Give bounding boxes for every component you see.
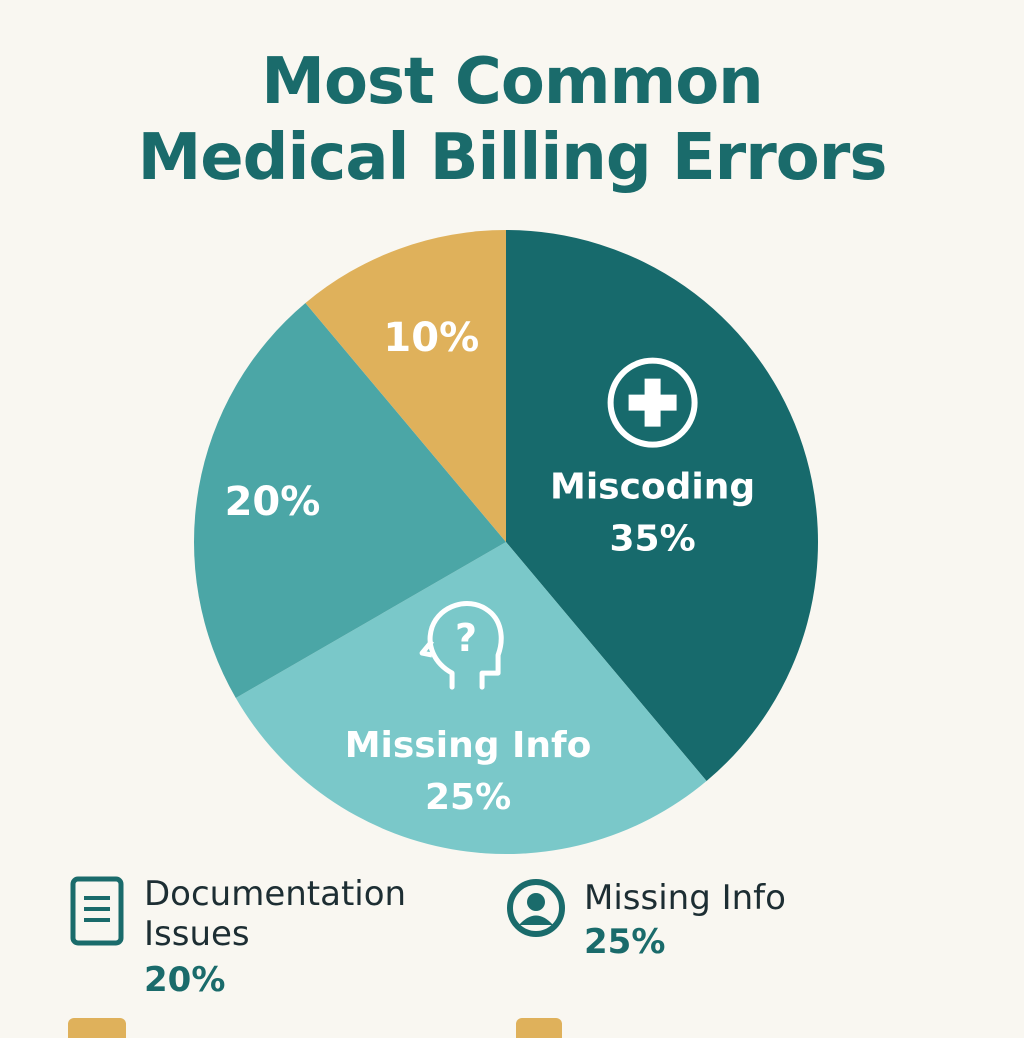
legend-item-missing-info: Missing Info 25% — [506, 876, 906, 976]
pie-slice-slice-3 — [305, 230, 506, 542]
slice-category-label: Miscoding — [550, 467, 755, 508]
legend-swatch — [68, 1018, 126, 1038]
legend-value: 20% — [144, 960, 226, 1000]
legend-item-documentation: Documentation Issues 20% — [70, 874, 470, 1006]
head-question-icon: ? — [419, 601, 504, 690]
chart-title: Most Common Medical Billing Errors — [0, 44, 1024, 196]
medical-cross-icon — [607, 357, 698, 448]
user-circle-icon — [507, 879, 565, 937]
legend-swatch — [516, 1018, 562, 1038]
slice-value-label: 10% — [383, 315, 479, 361]
legend-value: 25% — [584, 922, 666, 962]
legend-label-line-2: Issues — [144, 914, 250, 954]
legend-label-line-1: Documentation — [144, 874, 407, 914]
slice-value-label: 20% — [225, 479, 321, 525]
pie-slice-miscoding — [506, 230, 819, 782]
slice-value-label: 35% — [610, 519, 696, 560]
legend-label: Missing Info — [584, 878, 786, 918]
document-icon — [70, 876, 124, 946]
svg-text:?: ? — [455, 616, 477, 660]
pie-slice-missing-info — [235, 542, 707, 855]
pie-slice-slice-2 — [194, 302, 507, 698]
slice-value-label: 25% — [425, 777, 511, 818]
slice-category-label: Missing Info — [345, 725, 592, 766]
chart-title-line-2: Medical Billing Errors — [137, 121, 888, 195]
chart-title-line-1: Most Common — [261, 45, 763, 119]
